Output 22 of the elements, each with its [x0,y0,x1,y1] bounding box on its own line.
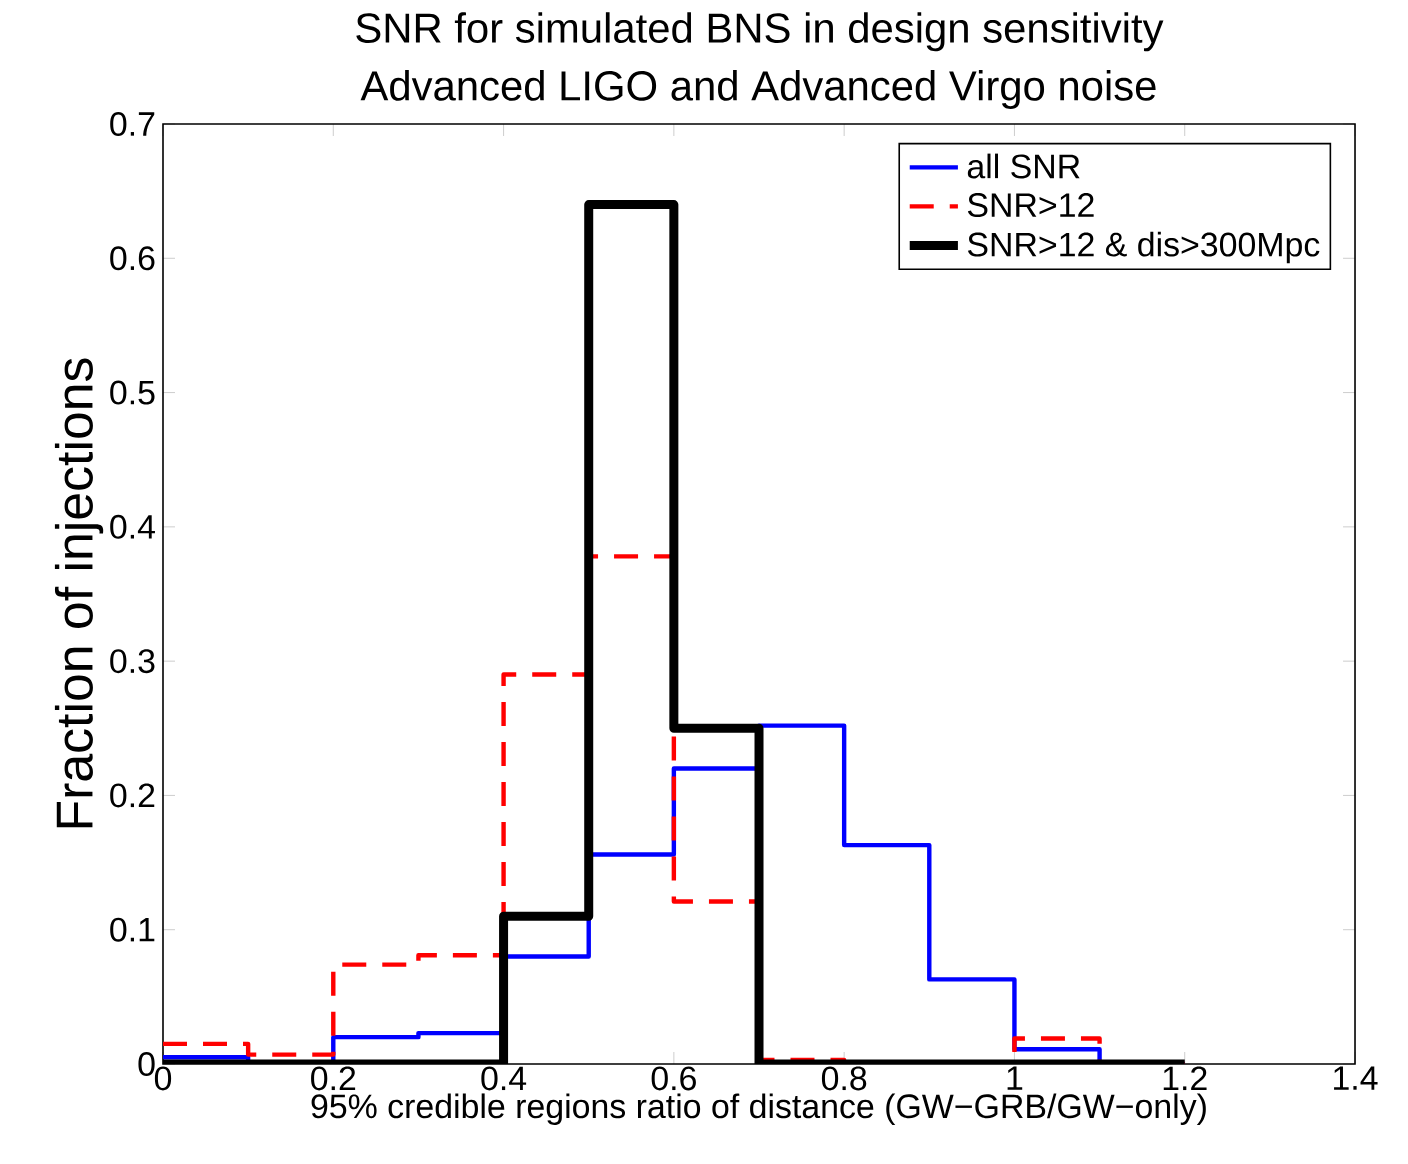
x-tick-label: 0.4 [481,1066,527,1091]
chart-title: SNR for simulated BNS in design sensitivity [356,12,1164,52]
x-tick-label: 1.4 [1334,1066,1378,1090]
chart-subtitle: Advanced LIGO and Advanced Virgo noise [360,70,1156,110]
x-tick-label: 1 [1007,1066,1023,1090]
y-tick-label: 0.2 [110,783,155,808]
legend-label: SNR>12 & dis>300Mpc [967,231,1320,264]
x-tick-label: 0.2 [311,1066,356,1091]
y-tick-label: 0.1 [110,917,155,942]
x-tick-label: 0.6 [651,1066,696,1091]
y-tick-label: 0.4 [110,514,155,539]
legend-label: all SNR [967,153,1080,179]
y-tick-label: 0.6 [110,246,155,271]
x-tick-label: 0.8 [821,1066,867,1091]
y-tick-label: 0.3 [110,649,155,674]
y-tick-label: 0.7 [110,112,155,137]
legend-label: SNR>12 [967,193,1094,218]
y-axis-title: Fraction of injections [54,358,104,828]
x-tick-label: 1.2 [1163,1066,1207,1091]
x-tick-label: 0 [154,1066,172,1091]
x-axis-title: 95% credible regions ratio of distance (GW−GRB/GW−only) [311,1093,1206,1125]
y-tick-label: 0.5 [110,380,155,405]
